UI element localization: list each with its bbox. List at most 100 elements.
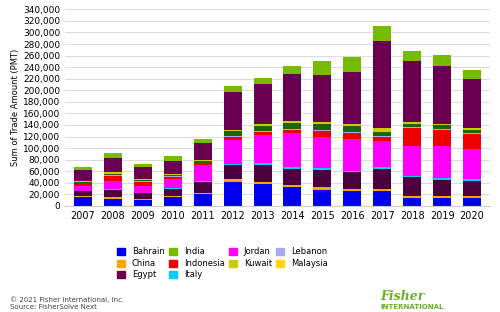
Bar (104, 158, 122, 173)
Bar (433, 66, 451, 124)
Bar (314, 61, 332, 75)
Bar (74, 186, 92, 191)
Bar (344, 139, 361, 171)
Bar (314, 124, 332, 130)
Bar (134, 186, 152, 193)
Bar (314, 137, 332, 168)
Bar (194, 163, 212, 165)
Bar (134, 181, 152, 182)
Bar (463, 134, 481, 149)
Bar (194, 181, 212, 182)
Bar (463, 129, 481, 130)
Bar (463, 133, 481, 134)
Bar (164, 161, 182, 173)
Bar (224, 136, 242, 137)
Bar (284, 74, 302, 121)
Bar (433, 130, 451, 146)
Bar (374, 141, 391, 168)
Bar (224, 131, 242, 136)
Bar (134, 164, 152, 168)
Bar (374, 192, 391, 206)
Bar (254, 84, 272, 124)
Bar (224, 137, 242, 140)
Bar (254, 126, 272, 131)
Bar (194, 194, 212, 206)
Bar (314, 170, 332, 187)
Bar (374, 27, 391, 41)
Bar (433, 125, 451, 129)
Bar (134, 193, 152, 199)
Bar (344, 188, 361, 192)
Bar (254, 124, 272, 126)
Bar (164, 175, 182, 176)
Bar (134, 180, 152, 181)
Bar (403, 127, 421, 128)
Bar (463, 149, 481, 179)
Bar (134, 179, 152, 180)
Bar (194, 182, 212, 193)
Bar (374, 128, 391, 132)
Bar (224, 182, 242, 206)
Bar (104, 181, 122, 189)
Bar (134, 199, 152, 200)
Bar (224, 92, 242, 129)
Bar (104, 189, 122, 190)
Bar (403, 122, 421, 124)
Bar (194, 165, 212, 181)
Bar (254, 132, 272, 134)
Bar (194, 160, 212, 161)
Bar (374, 189, 391, 192)
Bar (284, 188, 302, 206)
Bar (463, 181, 481, 196)
Bar (314, 131, 332, 137)
Bar (463, 198, 481, 206)
Text: © 2021 Fisher International, Inc.
Source: FisherSolve Next: © 2021 Fisher International, Inc. Source… (10, 297, 124, 310)
Bar (74, 191, 92, 192)
Bar (284, 123, 302, 129)
Bar (344, 171, 361, 173)
Bar (344, 133, 361, 139)
Bar (403, 124, 421, 127)
Bar (164, 173, 182, 175)
Bar (254, 131, 272, 132)
Bar (164, 197, 182, 206)
Bar (433, 178, 451, 180)
Bar (284, 129, 302, 130)
Bar (134, 200, 152, 206)
Bar (74, 181, 92, 182)
Bar (224, 129, 242, 131)
Bar (374, 169, 391, 189)
Bar (403, 145, 421, 176)
Bar (374, 41, 391, 128)
Bar (134, 168, 152, 179)
Bar (74, 196, 92, 197)
Bar (164, 179, 182, 188)
Bar (433, 124, 451, 125)
Bar (164, 176, 182, 177)
Bar (284, 121, 302, 123)
Bar (463, 70, 481, 79)
Bar (164, 156, 182, 161)
Bar (344, 71, 361, 124)
Bar (344, 126, 361, 132)
Bar (403, 198, 421, 206)
Bar (224, 165, 242, 179)
Bar (433, 55, 451, 66)
Bar (134, 182, 152, 186)
Bar (224, 179, 242, 182)
Bar (284, 169, 302, 185)
Bar (314, 187, 332, 190)
Bar (104, 153, 122, 158)
Bar (194, 139, 212, 144)
Bar (463, 196, 481, 198)
Text: INTERNATIONAL: INTERNATIONAL (380, 305, 444, 310)
Bar (314, 168, 332, 170)
Bar (284, 130, 302, 133)
Bar (194, 161, 212, 163)
Bar (463, 179, 481, 181)
Bar (403, 128, 421, 145)
Bar (403, 196, 421, 198)
Bar (254, 78, 272, 84)
Bar (284, 66, 302, 74)
Bar (254, 134, 272, 163)
